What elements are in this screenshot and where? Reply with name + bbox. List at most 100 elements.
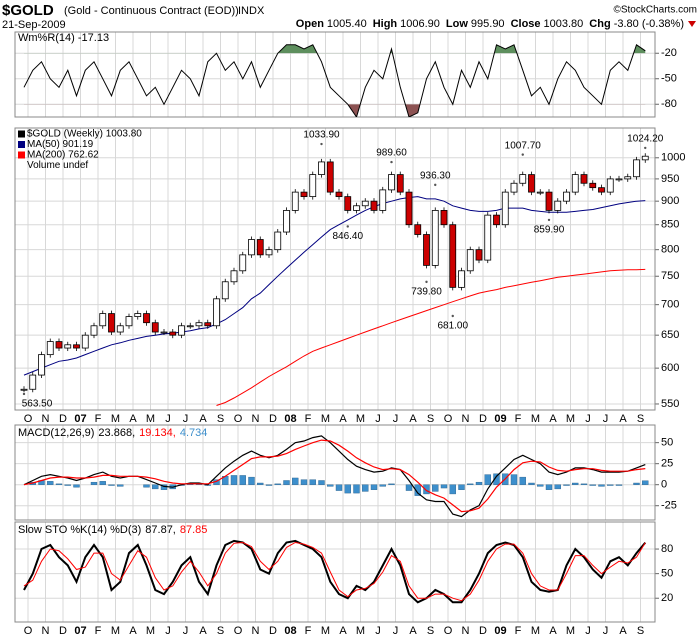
x-tick-label: S <box>217 413 224 425</box>
y-tick-label: 800 <box>661 244 679 256</box>
y-tick-label: 550 <box>661 398 679 410</box>
candle <box>370 200 378 211</box>
series-line <box>23 44 646 117</box>
x-tick-label: A <box>339 625 347 637</box>
histogram-bar <box>528 482 535 485</box>
histogram-bar <box>353 484 360 494</box>
candle <box>466 249 474 272</box>
x-tick-label: O <box>234 413 243 425</box>
candle <box>64 344 72 349</box>
x-tick-label: J <box>393 625 399 637</box>
annotation-point <box>320 142 323 146</box>
candle <box>449 224 457 288</box>
y-tick-label: 1000 <box>661 152 685 164</box>
annotation: 936.30 <box>420 171 451 182</box>
x-tick-label: A <box>409 413 417 425</box>
histogram-bar <box>152 484 159 490</box>
histogram-bar <box>55 483 63 485</box>
x-tick-label: M <box>566 413 575 425</box>
histogram-bar <box>318 480 325 485</box>
x-tick-label: D <box>269 413 277 425</box>
candle <box>624 176 632 180</box>
histogram-bar <box>607 484 614 486</box>
candle <box>484 214 492 261</box>
panel-title-text: MACD(12,26,9) <box>18 427 94 439</box>
quote-value: -3.80 (-0.38%) <box>614 18 684 30</box>
x-tick-label: A <box>199 413 207 425</box>
annotation: 989.60 <box>376 148 407 159</box>
candle <box>283 210 290 233</box>
histogram-bar <box>440 484 448 489</box>
candle <box>239 254 247 272</box>
candle <box>335 191 343 198</box>
histogram-bar <box>467 483 474 485</box>
candle <box>55 341 63 349</box>
legend-value: 87.85 <box>180 524 208 536</box>
x-tick-label: A <box>619 413 627 425</box>
candle <box>563 191 570 202</box>
annotation-point <box>434 183 437 187</box>
candle <box>493 214 500 226</box>
x-tick-label: O <box>234 625 243 637</box>
series-line <box>23 196 646 376</box>
x-tick-label: 07 <box>74 625 86 637</box>
credit: ©StockCharts.com <box>613 5 697 16</box>
legend-value: 87.87, <box>145 524 176 536</box>
y-tick-label: 20 <box>661 592 673 604</box>
quote: Open 1005.40 High 1006.90 Low 995.90 Close 1003… <box>296 18 684 30</box>
candle <box>38 354 45 376</box>
y-tick-label: -25 <box>661 500 677 512</box>
candle <box>318 161 325 175</box>
x-tick-label: O <box>24 625 33 637</box>
candle <box>230 270 238 283</box>
histogram-bar <box>563 484 570 486</box>
histogram-bar <box>300 479 308 485</box>
histogram-bar <box>537 484 544 487</box>
x-tick-label: S <box>637 625 644 637</box>
y-tick-label: 0 <box>661 479 667 491</box>
y-tick-label: 900 <box>661 195 679 207</box>
annotation-point <box>644 146 647 150</box>
candle <box>213 298 220 327</box>
x-tick-label: N <box>42 625 50 637</box>
x-tick-label: J <box>585 413 591 425</box>
legend-entry: $GOLD (Weekly) 1003.80 <box>27 129 142 140</box>
candle <box>388 174 395 191</box>
quote-value: 1005.40 <box>327 18 367 30</box>
histogram-bar <box>414 484 421 496</box>
annotation: 1007.70 <box>505 140 542 151</box>
candle <box>20 388 28 391</box>
histogram-bar <box>580 483 588 485</box>
x-tick-label: 08 <box>284 413 296 425</box>
histogram-bar <box>615 484 623 486</box>
histogram-bar <box>327 484 334 487</box>
panel-frame <box>14 521 656 623</box>
x-tick-label: F <box>95 625 102 637</box>
histogram-bar <box>335 484 343 491</box>
annotation-point <box>425 280 428 284</box>
series-line <box>216 268 646 406</box>
x-tick-label: M <box>111 413 120 425</box>
histogram-bar <box>475 481 483 485</box>
quote-label: Open <box>296 18 324 30</box>
legend-note: Volume undef <box>27 160 88 171</box>
panel-title: MACD(12,26,9) 23.868, 19.134, 4.734 <box>18 427 207 439</box>
annotation: 859.90 <box>534 225 565 236</box>
candle <box>615 178 623 181</box>
candle <box>116 325 124 333</box>
histogram-bar <box>99 481 106 485</box>
candle <box>633 159 640 178</box>
x-tick-label: J <box>165 413 171 425</box>
annotation-point <box>390 160 393 164</box>
histogram-bar <box>64 484 71 486</box>
candle <box>501 191 509 226</box>
y-tick-label: 25 <box>661 458 673 470</box>
x-tick-label: A <box>409 625 417 637</box>
x-tick-label: J <box>393 413 399 425</box>
overbought-fill <box>24 44 646 54</box>
candle <box>204 322 212 327</box>
histogram-bar <box>265 484 273 486</box>
candle <box>134 313 142 317</box>
candle <box>554 200 562 211</box>
x-tick-label: J <box>183 413 189 425</box>
